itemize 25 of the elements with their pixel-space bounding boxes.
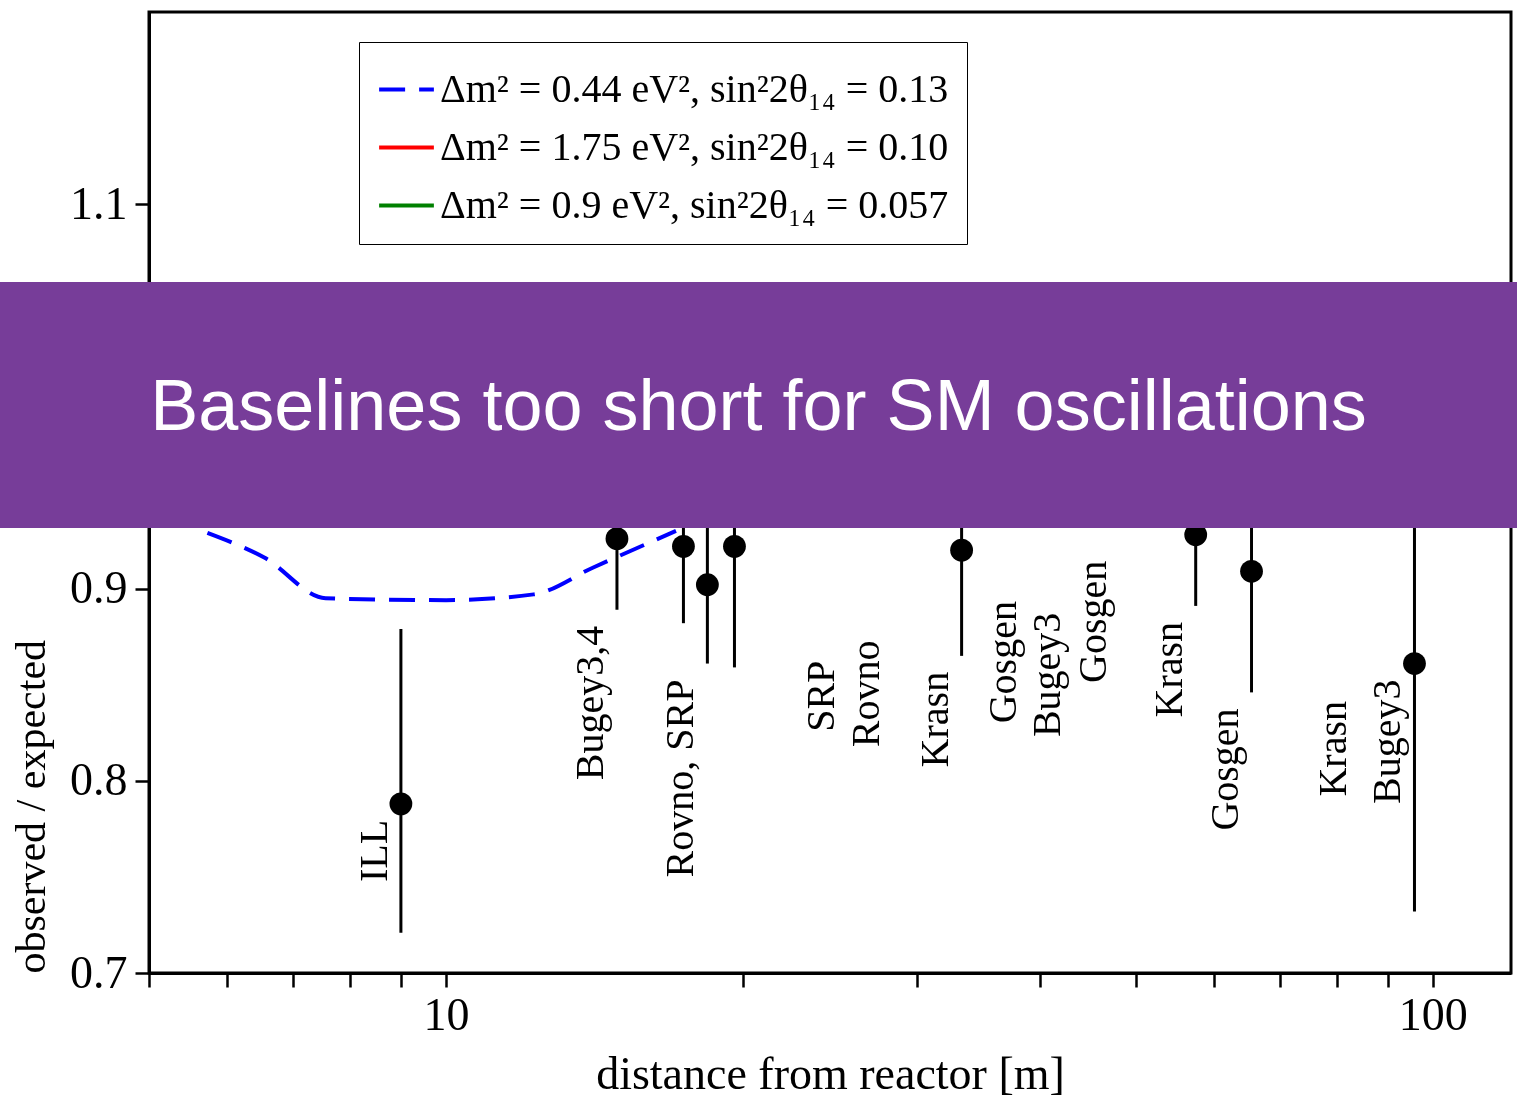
legend-label: Δm² = 0.9 eV², sin²2θ₁₄ = 0.057 xyxy=(440,181,949,227)
annotation: Bugey3 xyxy=(1364,679,1410,804)
y-tick-label: 0.8 xyxy=(70,754,128,806)
legend-label: Δm² = 0.44 eV², sin²2θ₁₄ = 0.13 xyxy=(440,65,949,111)
x-tick-label: 100 xyxy=(1398,988,1468,1040)
annotation: Krasn xyxy=(1309,701,1355,797)
x-axis-title: distance from reactor [m] xyxy=(596,1047,1065,1099)
annotation: Gosgen xyxy=(1201,708,1247,831)
annotation: Gosgen xyxy=(980,601,1026,724)
annotation: Krasn xyxy=(911,671,957,768)
annotation: Rovno, SRP xyxy=(657,679,703,878)
y-axis-title: observed / expected xyxy=(8,639,54,974)
annotation: Krasn xyxy=(1145,621,1191,718)
annotation: SRP xyxy=(797,660,843,732)
annotation: ILL xyxy=(350,819,396,883)
annotation: Gosgen xyxy=(1070,560,1116,683)
y-tick-label: 0.7 xyxy=(70,946,128,998)
y-tick-label: 1.1 xyxy=(70,177,128,229)
annotation: Rovno xyxy=(842,640,888,748)
banner: Baselines too short for SM oscillations xyxy=(0,282,1517,528)
x-tick-label: 10 xyxy=(423,988,470,1040)
y-tick-label: 0.9 xyxy=(70,562,128,614)
text: Baselines too short for SM oscillations xyxy=(150,364,1367,446)
legend-label: Δm² = 1.75 eV², sin²2θ₁₄ = 0.10 xyxy=(440,123,949,169)
annotation: Bugey3,4 xyxy=(566,625,612,781)
